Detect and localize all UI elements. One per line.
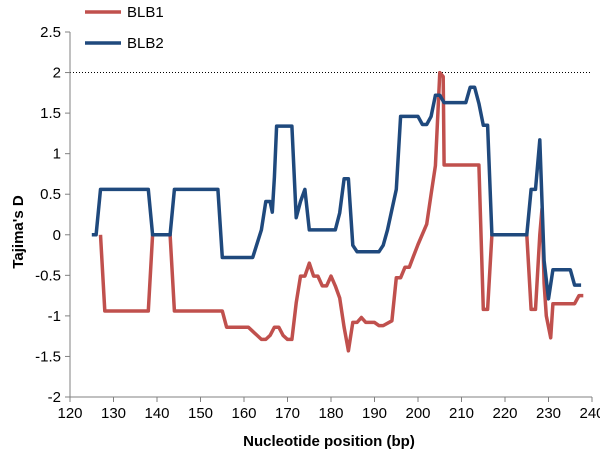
axes: -2 -1.5 -1 -0.5 0 0.5 1 1.5 2 2.5 120 130 140 150 160 1… <box>35 24 600 422</box>
series-line-blb2 <box>91 85 582 301</box>
x-tick-label: 120 <box>57 405 82 422</box>
y-tick-label: -2 <box>48 389 61 406</box>
x-tick-label: 160 <box>231 405 256 422</box>
x-tick-label: 140 <box>144 405 169 422</box>
y-tick-label: -1 <box>48 308 61 325</box>
x-tick-label: 240 <box>579 405 600 422</box>
y-axis-title: Tajima's D <box>10 195 27 268</box>
series-layer <box>91 70 584 353</box>
x-tick-label: 150 <box>188 405 213 422</box>
x-tick-label: 130 <box>101 405 126 422</box>
legend-label-blb2: BLB2 <box>127 35 164 52</box>
x-tick-label: 220 <box>492 405 517 422</box>
y-tick-label: 1 <box>53 146 61 163</box>
legend-label-blb1: BLB1 <box>127 4 164 21</box>
legend: BLB1 BLB2 <box>85 4 164 52</box>
y-tick-label: 1.5 <box>40 105 61 122</box>
x-tick-label: 230 <box>536 405 561 422</box>
x-tick-label: 180 <box>318 405 343 422</box>
x-axis-title: Nucleotide position (bp) <box>243 433 415 450</box>
y-tick-label: 0.5 <box>40 186 61 203</box>
y-tick-label: -0.5 <box>35 267 61 284</box>
x-tick-label: 200 <box>405 405 430 422</box>
x-tick-label: 170 <box>275 405 300 422</box>
x-tick-label: 210 <box>449 405 474 422</box>
y-tick-label: 2 <box>53 65 61 82</box>
x-tick-label: 190 <box>362 405 387 422</box>
y-tick-label: 2.5 <box>40 24 61 41</box>
y-tick-label: -1.5 <box>35 348 61 365</box>
y-tick-label: 0 <box>53 227 61 244</box>
